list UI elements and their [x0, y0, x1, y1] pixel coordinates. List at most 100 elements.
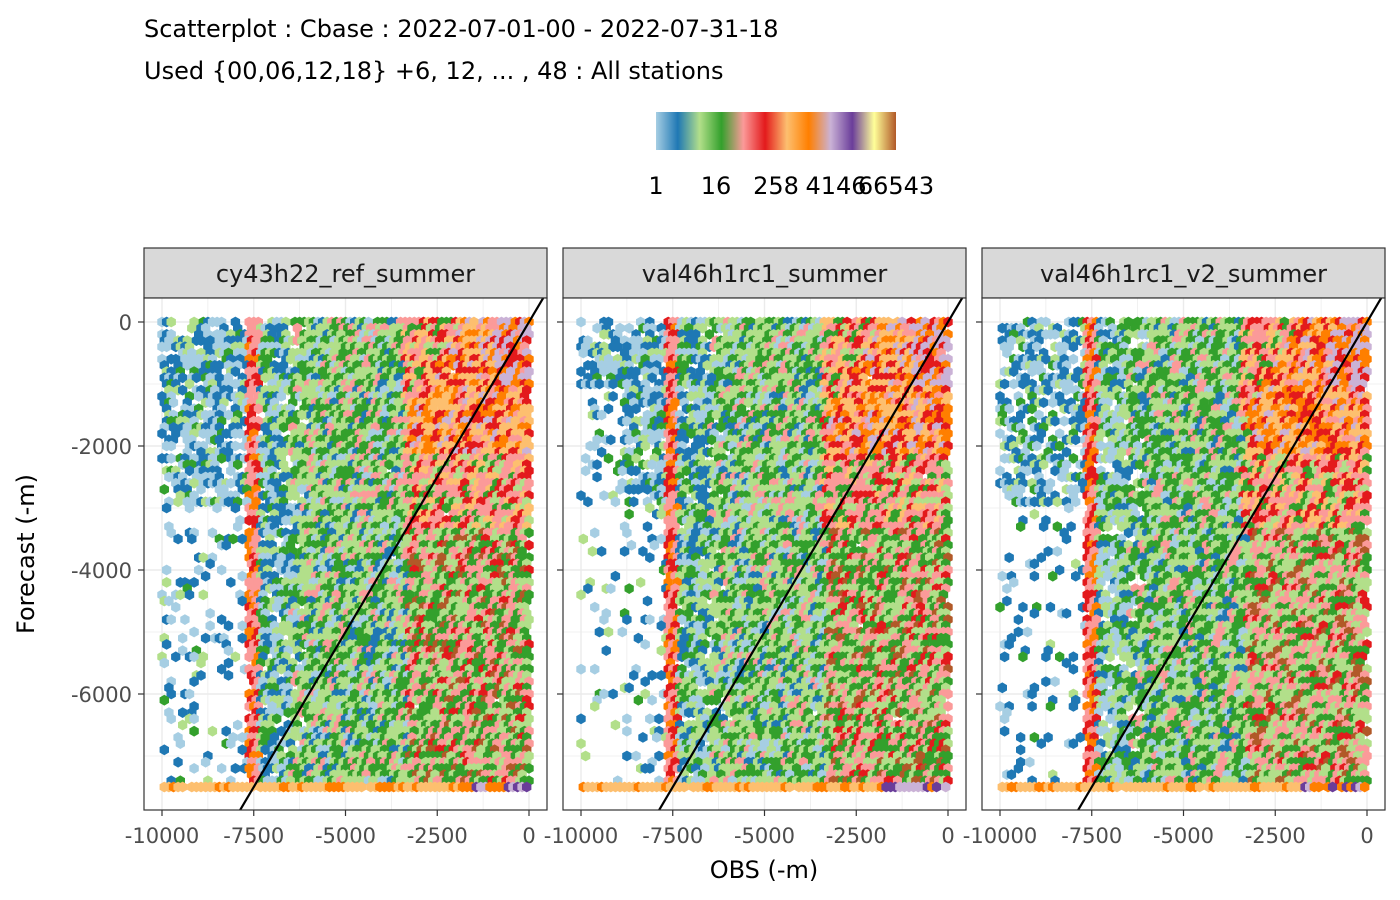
hexbin-cell: [278, 422, 289, 433]
hexbin-cell: [205, 558, 215, 570]
hexbin-cell: [384, 459, 394, 470]
hexbin-cell: [166, 713, 176, 725]
hexbin-cell: [217, 614, 227, 625]
x-tick-label: -5000: [315, 824, 376, 848]
hexbin-cell: [178, 781, 188, 793]
hexbin-cell: [576, 316, 586, 328]
hexbin-cell: [166, 614, 176, 625]
hexbin-cell: [290, 490, 300, 501]
hexbin-cell: [356, 781, 367, 793]
hexbin-cell: [194, 564, 204, 576]
hexbin-cell: [223, 620, 234, 632]
hexbin-cell: [189, 577, 199, 588]
hexbin-cell: [230, 366, 241, 377]
legend-tick-label: 16: [700, 172, 732, 200]
hexbin-cell: [161, 577, 172, 588]
x-tick-label: -7500: [223, 824, 284, 848]
hexbin-cell: [178, 632, 188, 644]
hexbin-cell: [205, 397, 215, 408]
hexbin-cell: [226, 465, 236, 477]
hexbin-cell: [161, 639, 172, 650]
hexbin-cell: [704, 329, 715, 340]
hexbin-cell: [178, 384, 188, 396]
legend-tick-label: 1: [648, 172, 664, 200]
hexbin-cell: [237, 570, 247, 582]
legend-gradient: [656, 112, 896, 150]
hexbin-cell: [173, 533, 183, 545]
hexbin-cell: [166, 527, 176, 539]
hexbin-cell: [230, 651, 241, 663]
hexbin-cell: [178, 707, 188, 718]
legend-tick-label: 258: [753, 172, 799, 200]
hexbin-cell: [522, 781, 532, 793]
y-tick-label: -6000: [71, 683, 132, 707]
hexbin-cell: [223, 409, 234, 421]
hexbin-cell: [217, 663, 227, 675]
hexbin-cell: [697, 322, 708, 334]
hexbin-cell: [159, 744, 169, 756]
x-tick-label: -10000: [125, 824, 199, 848]
hexbin-cell: [189, 626, 199, 638]
hexbin-cell: [212, 502, 222, 514]
facet-strip-label: val46h1rc1_summer: [642, 260, 888, 288]
facet-strip: [562, 247, 967, 299]
hexbin-cell: [178, 645, 188, 656]
legend-colorbar: [656, 112, 896, 150]
hexbin-cell: [191, 372, 202, 384]
hexbin-cell: [624, 322, 634, 334]
facet-panel: cy43h22_ref_summer -10000 -7500 -5000 -2500 0…: [71, 247, 548, 848]
hexbin-cell: [196, 335, 206, 346]
hexbin-cell: [200, 570, 211, 582]
hexbin-cell: [233, 459, 243, 470]
hexbin-cell: [205, 620, 215, 632]
y-tick-label: 0: [119, 311, 132, 335]
hexbin-cell: [187, 533, 197, 545]
hexbin-cell: [184, 502, 195, 514]
hexbin-cell: [161, 341, 172, 353]
hexbin-cell: [235, 428, 245, 439]
y-tick-label: -2000: [71, 435, 132, 459]
hexbin-cell: [230, 440, 241, 452]
hexbin-cell: [173, 496, 183, 508]
hexbin-cell: [166, 440, 176, 452]
hexbin-cell: [237, 595, 247, 607]
legend-tick-label: 4146: [805, 172, 867, 200]
hexbin-cell: [524, 527, 534, 539]
hexbin-cell: [223, 645, 234, 656]
hexbin-cell: [230, 763, 241, 774]
hexbin-cell: [226, 477, 236, 489]
hexbin-cell: [207, 725, 218, 737]
hexbin-cell: [157, 428, 167, 439]
hexbin-cell: [223, 657, 234, 669]
hexbin-cell: [253, 403, 263, 415]
color-legend: 1 16 258 4146 66543: [648, 112, 934, 202]
hexbin-cell: [198, 589, 208, 601]
hexbin-cell: [175, 738, 185, 749]
facet-strip: [143, 247, 548, 299]
hexbin-cell: [524, 763, 534, 774]
hexbin-cell: [223, 670, 234, 681]
hexbin-cell: [189, 676, 199, 687]
hexbin-cell: [226, 577, 236, 588]
hexbin-cell: [196, 657, 206, 669]
hexbin-cell: [196, 670, 206, 681]
hexbin-cell: [237, 744, 247, 756]
hexbin-cell: [161, 564, 172, 576]
hexbin-cell: [194, 391, 204, 402]
facet-panel: val46h1rc1_summer-10000 -7500 -5000 -2500 0: [544, 247, 967, 848]
hexbin-cell: [189, 651, 199, 663]
hexbin-cell: [237, 632, 247, 644]
hexbin-cell: [196, 484, 206, 495]
hexbin-cell: [205, 608, 215, 619]
hexbin-cell: [164, 595, 174, 607]
hexbin-cell: [175, 589, 185, 601]
hexbin-cell: [166, 453, 176, 464]
hexbin-cell: [207, 527, 218, 539]
hexbin-cell: [166, 688, 176, 700]
facet-strip-label: cy43h22_ref_summer: [216, 260, 475, 288]
hexbin-cell: [168, 397, 179, 408]
hexbin-cell: [180, 614, 190, 625]
x-tick-label: -2500: [407, 824, 468, 848]
hexbin-cell: [217, 453, 227, 464]
chart-titles: Scatterplot : Cbase : 2022-07-01-00 - 20…: [144, 8, 779, 92]
